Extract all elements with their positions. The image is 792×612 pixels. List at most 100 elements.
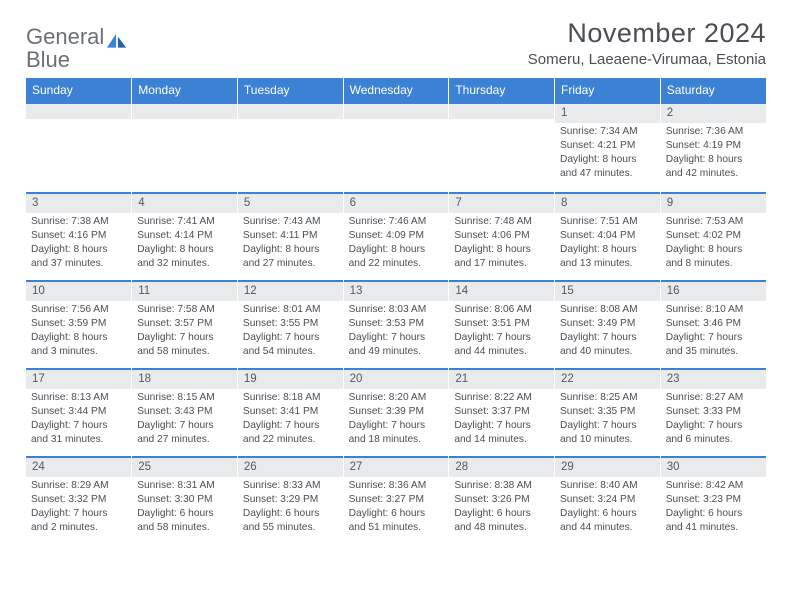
day-content: Sunrise: 7:53 AMSunset: 4:02 PMDaylight:… [661, 213, 766, 275]
day-number [132, 102, 237, 119]
sunrise-text: Sunrise: 7:53 AM [666, 215, 761, 229]
daylight-text: Daylight: 7 hours and 44 minutes. [454, 331, 549, 359]
sunset-text: Sunset: 3:30 PM [137, 493, 232, 507]
day-number: 8 [555, 192, 660, 213]
sunset-text: Sunset: 3:26 PM [454, 493, 549, 507]
calendar-day: 30Sunrise: 8:42 AMSunset: 3:23 PMDayligh… [660, 456, 766, 544]
day-header: Monday [132, 78, 238, 102]
daylight-text: Daylight: 7 hours and 27 minutes. [137, 419, 232, 447]
sunrise-text: Sunrise: 8:42 AM [666, 479, 761, 493]
day-number [344, 102, 449, 119]
daylight-text: Daylight: 7 hours and 49 minutes. [349, 331, 444, 359]
day-number: 24 [26, 456, 131, 477]
calendar-day: 3Sunrise: 7:38 AMSunset: 4:16 PMDaylight… [26, 192, 132, 280]
calendar-day: 19Sunrise: 8:18 AMSunset: 3:41 PMDayligh… [237, 368, 343, 456]
day-number: 1 [555, 102, 660, 123]
day-number: 11 [132, 280, 237, 301]
day-content: Sunrise: 8:01 AMSunset: 3:55 PMDaylight:… [238, 301, 343, 363]
daylight-text: Daylight: 6 hours and 55 minutes. [243, 507, 338, 535]
calendar-day: 1Sunrise: 7:34 AMSunset: 4:21 PMDaylight… [555, 102, 661, 192]
day-number: 9 [661, 192, 766, 213]
daylight-text: Daylight: 7 hours and 58 minutes. [137, 331, 232, 359]
day-number: 16 [661, 280, 766, 301]
daylight-text: Daylight: 8 hours and 32 minutes. [137, 243, 232, 271]
sunset-text: Sunset: 3:33 PM [666, 405, 761, 419]
sunrise-text: Sunrise: 8:15 AM [137, 391, 232, 405]
daylight-text: Daylight: 8 hours and 22 minutes. [349, 243, 444, 271]
day-number: 15 [555, 280, 660, 301]
day-header: Friday [555, 78, 661, 102]
day-content: Sunrise: 7:41 AMSunset: 4:14 PMDaylight:… [132, 213, 237, 275]
day-content: Sunrise: 8:25 AMSunset: 3:35 PMDaylight:… [555, 389, 660, 451]
day-number: 5 [238, 192, 343, 213]
sunset-text: Sunset: 4:19 PM [666, 139, 761, 153]
day-content: Sunrise: 8:42 AMSunset: 3:23 PMDaylight:… [661, 477, 766, 539]
calendar-table: SundayMondayTuesdayWednesdayThursdayFrid… [26, 78, 766, 544]
day-content: Sunrise: 8:31 AMSunset: 3:30 PMDaylight:… [132, 477, 237, 539]
sunset-text: Sunset: 3:43 PM [137, 405, 232, 419]
day-content: Sunrise: 8:08 AMSunset: 3:49 PMDaylight:… [555, 301, 660, 363]
day-number: 7 [449, 192, 554, 213]
sunset-text: Sunset: 4:06 PM [454, 229, 549, 243]
calendar-day: 21Sunrise: 8:22 AMSunset: 3:37 PMDayligh… [449, 368, 555, 456]
sunrise-text: Sunrise: 7:36 AM [666, 125, 761, 139]
calendar-day: 17Sunrise: 8:13 AMSunset: 3:44 PMDayligh… [26, 368, 132, 456]
sunset-text: Sunset: 4:16 PM [31, 229, 126, 243]
calendar-day [132, 102, 238, 192]
sunrise-text: Sunrise: 7:51 AM [560, 215, 655, 229]
sunrise-text: Sunrise: 7:48 AM [454, 215, 549, 229]
day-content: Sunrise: 8:20 AMSunset: 3:39 PMDaylight:… [344, 389, 449, 451]
sunrise-text: Sunrise: 8:22 AM [454, 391, 549, 405]
daylight-text: Daylight: 7 hours and 6 minutes. [666, 419, 761, 447]
sunrise-text: Sunrise: 8:31 AM [137, 479, 232, 493]
calendar-week: 17Sunrise: 8:13 AMSunset: 3:44 PMDayligh… [26, 368, 766, 456]
calendar-day: 20Sunrise: 8:20 AMSunset: 3:39 PMDayligh… [343, 368, 449, 456]
day-number: 3 [26, 192, 131, 213]
sunset-text: Sunset: 3:39 PM [349, 405, 444, 419]
calendar-day: 24Sunrise: 8:29 AMSunset: 3:32 PMDayligh… [26, 456, 132, 544]
day-number: 28 [449, 456, 554, 477]
day-header: Thursday [449, 78, 555, 102]
day-number: 27 [344, 456, 449, 477]
calendar-day: 2Sunrise: 7:36 AMSunset: 4:19 PMDaylight… [660, 102, 766, 192]
sunrise-text: Sunrise: 8:33 AM [243, 479, 338, 493]
daylight-text: Daylight: 6 hours and 51 minutes. [349, 507, 444, 535]
title-block: November 2024 Someru, Laeaene-Virumaa, E… [528, 18, 766, 68]
brand-logo: General Blue [26, 26, 128, 72]
day-number: 17 [26, 368, 131, 389]
daylight-text: Daylight: 7 hours and 2 minutes. [31, 507, 126, 535]
daylight-text: Daylight: 8 hours and 13 minutes. [560, 243, 655, 271]
calendar-day: 13Sunrise: 8:03 AMSunset: 3:53 PMDayligh… [343, 280, 449, 368]
calendar-day [449, 102, 555, 192]
calendar-day: 14Sunrise: 8:06 AMSunset: 3:51 PMDayligh… [449, 280, 555, 368]
day-number: 18 [132, 368, 237, 389]
daylight-text: Daylight: 7 hours and 22 minutes. [243, 419, 338, 447]
day-content: Sunrise: 8:13 AMSunset: 3:44 PMDaylight:… [26, 389, 131, 451]
day-content: Sunrise: 7:43 AMSunset: 4:11 PMDaylight:… [238, 213, 343, 275]
sunset-text: Sunset: 3:29 PM [243, 493, 338, 507]
day-content: Sunrise: 8:03 AMSunset: 3:53 PMDaylight:… [344, 301, 449, 363]
calendar-week: 1Sunrise: 7:34 AMSunset: 4:21 PMDaylight… [26, 102, 766, 192]
day-number: 19 [238, 368, 343, 389]
day-content: Sunrise: 8:15 AMSunset: 3:43 PMDaylight:… [132, 389, 237, 451]
sunset-text: Sunset: 3:37 PM [454, 405, 549, 419]
daylight-text: Daylight: 8 hours and 8 minutes. [666, 243, 761, 271]
sunset-text: Sunset: 3:57 PM [137, 317, 232, 331]
day-content: Sunrise: 8:22 AMSunset: 3:37 PMDaylight:… [449, 389, 554, 451]
daylight-text: Daylight: 8 hours and 17 minutes. [454, 243, 549, 271]
calendar-day: 7Sunrise: 7:48 AMSunset: 4:06 PMDaylight… [449, 192, 555, 280]
day-header: Sunday [26, 78, 132, 102]
sunrise-text: Sunrise: 7:41 AM [137, 215, 232, 229]
day-content: Sunrise: 8:06 AMSunset: 3:51 PMDaylight:… [449, 301, 554, 363]
day-content: Sunrise: 8:33 AMSunset: 3:29 PMDaylight:… [238, 477, 343, 539]
daylight-text: Daylight: 7 hours and 35 minutes. [666, 331, 761, 359]
day-content: Sunrise: 8:40 AMSunset: 3:24 PMDaylight:… [555, 477, 660, 539]
daylight-text: Daylight: 6 hours and 48 minutes. [454, 507, 549, 535]
calendar-day: 16Sunrise: 8:10 AMSunset: 3:46 PMDayligh… [660, 280, 766, 368]
day-content: Sunrise: 7:48 AMSunset: 4:06 PMDaylight:… [449, 213, 554, 275]
daylight-text: Daylight: 7 hours and 54 minutes. [243, 331, 338, 359]
calendar-day: 28Sunrise: 8:38 AMSunset: 3:26 PMDayligh… [449, 456, 555, 544]
calendar-day: 11Sunrise: 7:58 AMSunset: 3:57 PMDayligh… [132, 280, 238, 368]
day-content: Sunrise: 8:10 AMSunset: 3:46 PMDaylight:… [661, 301, 766, 363]
day-content: Sunrise: 8:38 AMSunset: 3:26 PMDaylight:… [449, 477, 554, 539]
